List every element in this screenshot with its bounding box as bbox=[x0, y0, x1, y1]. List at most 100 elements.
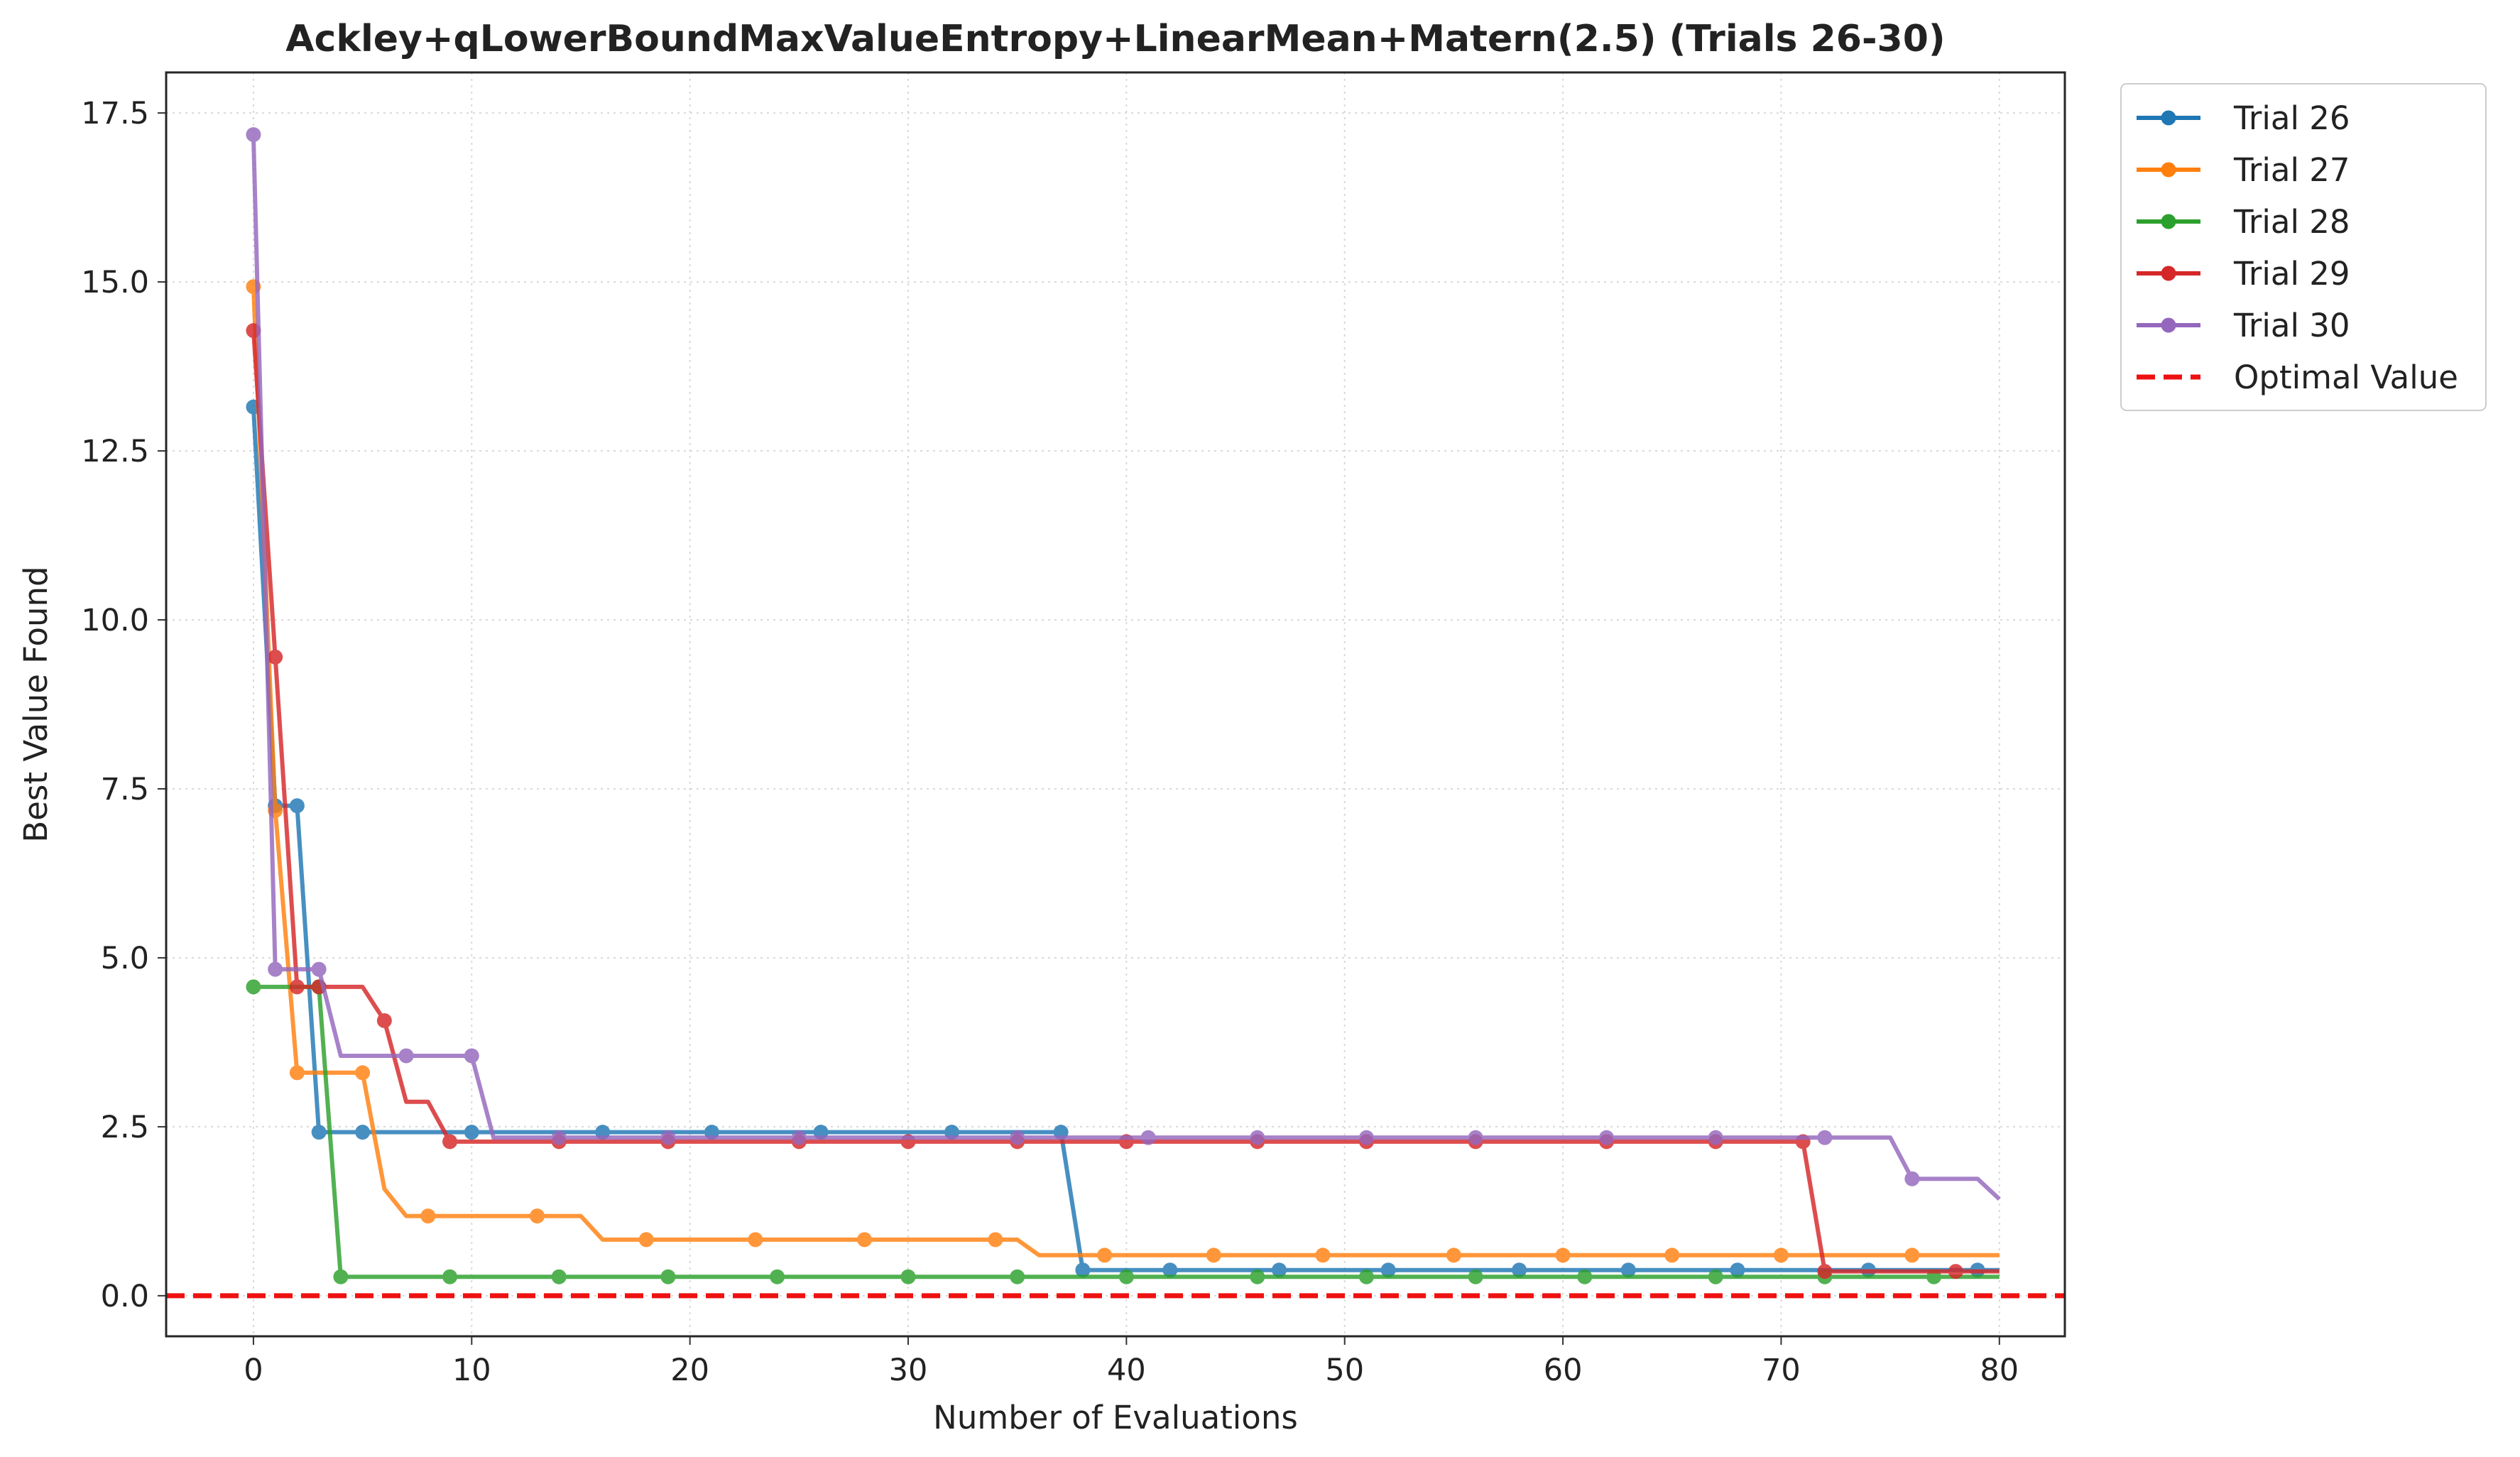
data-point bbox=[1773, 1248, 1789, 1263]
data-point bbox=[530, 1208, 545, 1224]
data-point bbox=[857, 1232, 873, 1248]
y-tick-label: 7.5 bbox=[101, 772, 149, 807]
x-tick-label: 80 bbox=[1980, 1353, 2019, 1388]
data-point bbox=[1358, 1130, 1374, 1145]
data-point bbox=[442, 1134, 458, 1150]
data-point bbox=[988, 1232, 1003, 1248]
data-point bbox=[464, 1125, 479, 1140]
plot-area: 0 10 20 30 40 50 60 70 80 0.0 2.5 5.0 7.5 10.0 12.5 15.… bbox=[81, 71, 2066, 1388]
data-point bbox=[1250, 1130, 1265, 1145]
data-point bbox=[791, 1130, 807, 1145]
data-point bbox=[1555, 1248, 1571, 1263]
data-point bbox=[1620, 1262, 1636, 1278]
x-tick-label: 70 bbox=[1762, 1353, 1801, 1388]
data-point bbox=[1577, 1269, 1593, 1284]
data-point bbox=[420, 1208, 436, 1224]
plot-frame bbox=[165, 71, 2066, 1338]
data-point bbox=[1380, 1262, 1396, 1278]
data-point bbox=[770, 1269, 785, 1284]
legend-marker bbox=[2161, 317, 2176, 333]
chart-title: Ackley+qLowerBoundMaxValueEntropy+Linear… bbox=[285, 18, 1945, 60]
data-point bbox=[289, 1065, 305, 1081]
data-point bbox=[289, 798, 305, 814]
data-point bbox=[1075, 1262, 1091, 1278]
y-tick-label: 12.5 bbox=[81, 434, 149, 469]
data-point bbox=[1904, 1171, 1920, 1186]
legend-marker bbox=[2161, 266, 2176, 281]
data-point bbox=[398, 1048, 414, 1064]
data-point bbox=[1730, 1262, 1745, 1278]
legend-item: Trial 27 bbox=[2137, 151, 2350, 189]
data-point bbox=[1272, 1262, 1287, 1278]
data-point bbox=[311, 961, 327, 977]
data-point bbox=[442, 1269, 458, 1284]
data-point bbox=[1162, 1262, 1178, 1278]
y-tick-label: 15.0 bbox=[81, 265, 149, 300]
x-tick-label: 50 bbox=[1325, 1353, 1364, 1388]
data-point bbox=[1206, 1248, 1221, 1263]
data-point bbox=[1010, 1269, 1025, 1284]
data-point bbox=[289, 979, 305, 995]
data-point bbox=[1097, 1248, 1113, 1263]
series-line bbox=[251, 330, 2000, 1274]
legend-label: Optimal Value bbox=[2234, 359, 2458, 396]
data-point bbox=[311, 1125, 327, 1140]
y-tick-label: 2.5 bbox=[101, 1110, 149, 1145]
data-point bbox=[464, 1048, 479, 1064]
data-point bbox=[1140, 1130, 1156, 1145]
x-tick-label: 60 bbox=[1544, 1353, 1583, 1388]
data-point bbox=[1468, 1269, 1483, 1284]
data-point bbox=[355, 1125, 371, 1140]
data-point bbox=[1010, 1130, 1025, 1145]
data-point bbox=[1512, 1262, 1527, 1278]
legend-label: Trial 29 bbox=[2233, 255, 2350, 293]
data-point bbox=[268, 961, 283, 977]
data-point bbox=[1708, 1269, 1723, 1284]
legend-label: Trial 26 bbox=[2233, 99, 2350, 137]
legend-marker bbox=[2161, 214, 2176, 229]
data-point bbox=[268, 649, 283, 665]
data-point bbox=[551, 1269, 567, 1284]
legend-marker bbox=[2161, 110, 2176, 126]
series-line bbox=[251, 134, 2001, 1201]
legend-label: Trial 30 bbox=[2233, 307, 2350, 344]
x-tick-label: 30 bbox=[889, 1353, 928, 1388]
plot-background bbox=[166, 72, 2065, 1336]
data-point bbox=[1118, 1269, 1134, 1284]
legend-item: Trial 29 bbox=[2137, 255, 2350, 293]
y-tick-label: 17.5 bbox=[81, 96, 149, 131]
series-line bbox=[253, 984, 2000, 1279]
x-tick-label: 20 bbox=[670, 1353, 709, 1388]
legend-item: Trial 26 bbox=[2137, 99, 2350, 137]
y-axis-label: Best Value Found bbox=[17, 566, 55, 842]
data-point bbox=[900, 1269, 916, 1284]
data-point bbox=[1948, 1264, 1963, 1279]
legend-item: Optimal Value bbox=[2137, 359, 2458, 396]
y-tick-label: 5.0 bbox=[101, 941, 149, 976]
x-tick-label: 0 bbox=[244, 1353, 263, 1388]
legend-label: Trial 27 bbox=[2233, 151, 2350, 189]
data-point bbox=[1599, 1130, 1615, 1145]
series-trial-30 bbox=[246, 127, 2001, 1201]
y-tick-label: 0.0 bbox=[101, 1279, 149, 1314]
data-point bbox=[1817, 1130, 1833, 1145]
data-point bbox=[1315, 1248, 1331, 1263]
data-point bbox=[638, 1232, 654, 1248]
data-point bbox=[660, 1269, 676, 1284]
data-point bbox=[1446, 1248, 1461, 1263]
data-point bbox=[748, 1232, 763, 1248]
data-point bbox=[551, 1130, 567, 1145]
data-point bbox=[246, 127, 261, 143]
legend-label: Trial 28 bbox=[2233, 203, 2350, 241]
legend-item: Trial 28 bbox=[2137, 203, 2350, 241]
x-tick-label: 40 bbox=[1107, 1353, 1146, 1388]
data-point bbox=[376, 1013, 392, 1028]
data-point bbox=[660, 1130, 676, 1145]
legend-item: Trial 30 bbox=[2137, 307, 2350, 344]
legend-marker bbox=[2161, 162, 2176, 178]
data-point bbox=[1817, 1264, 1833, 1279]
data-point bbox=[355, 1065, 371, 1081]
data-point bbox=[1250, 1269, 1265, 1284]
x-axis-label: Number of Evaluations bbox=[933, 1399, 1298, 1436]
